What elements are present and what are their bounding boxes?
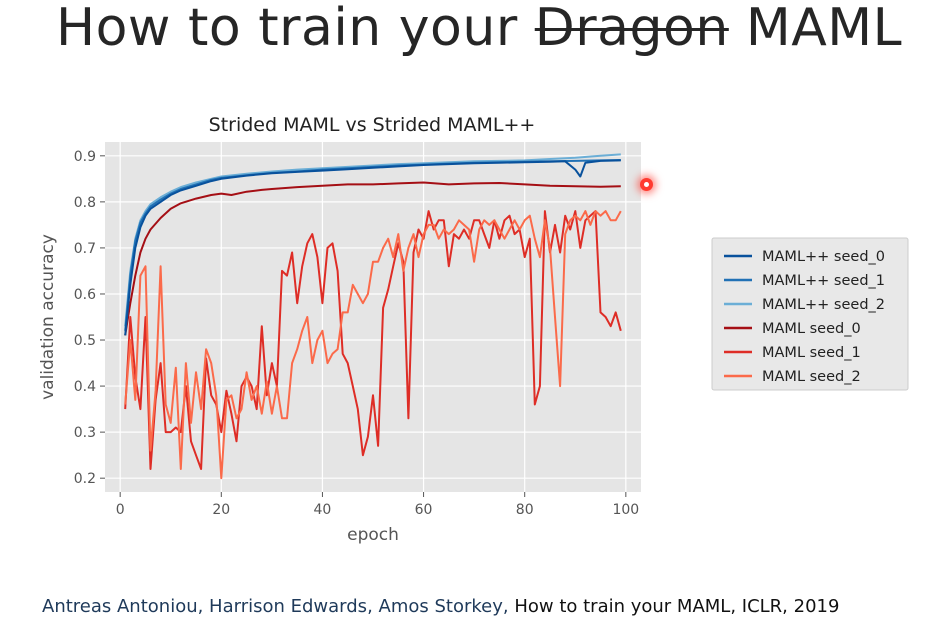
legend-label: MAML seed_0 bbox=[762, 321, 861, 337]
y-tick-label: 0.5 bbox=[74, 333, 96, 349]
x-tick-labels: 0 20 40 60 80 100 bbox=[116, 502, 639, 518]
legend-label: MAML seed_1 bbox=[762, 345, 861, 361]
grid-lines bbox=[100, 142, 641, 497]
y-tick-label: 0.9 bbox=[74, 149, 96, 165]
series-line-maml-seed-0 bbox=[124, 159, 621, 336]
series-line-maml-seed-1 bbox=[124, 210, 622, 470]
legend-box bbox=[711, 237, 909, 391]
x-axis-label: epoch bbox=[347, 525, 399, 545]
legend: MAML++ seed_0 MAML++ seed_1 MAML++ seed_2 M… bbox=[711, 237, 909, 391]
legend-label: MAML++ seed_0 bbox=[762, 249, 885, 265]
x-tick-label: 40 bbox=[314, 502, 332, 518]
title-part-after: MAML bbox=[745, 0, 903, 58]
y-tick-labels: 0.2 0.3 0.4 0.5 0.6 0.7 0.8 0.9 bbox=[74, 149, 96, 487]
legend-label: MAML seed_2 bbox=[762, 369, 861, 385]
x-tick-label: 0 bbox=[116, 502, 125, 518]
citation: Antreas Antoniou, Harrison Edwards, Amos… bbox=[42, 596, 839, 617]
x-tick-label: 80 bbox=[516, 502, 534, 518]
y-tick-label: 0.4 bbox=[74, 379, 96, 395]
citation-paper: How to train your MAML, ICLR, 2019 bbox=[514, 596, 840, 617]
x-tick-label: 100 bbox=[612, 502, 639, 518]
legend-label: MAML++ seed_1 bbox=[762, 273, 885, 289]
series-line-maml-seed-2 bbox=[124, 210, 622, 480]
y-tick-label: 0.3 bbox=[74, 425, 96, 441]
series-lines bbox=[124, 153, 622, 480]
x-tick-label: 20 bbox=[212, 502, 230, 518]
chart-title: Strided MAML vs Strided MAML++ bbox=[209, 114, 536, 136]
y-tick-label: 0.7 bbox=[74, 241, 96, 257]
citation-authors: Antreas Antoniou, Harrison Edwards, Amos… bbox=[42, 596, 509, 617]
series-line-maml-seed-0 bbox=[124, 181, 621, 336]
title-part-before: How to train your bbox=[56, 0, 518, 58]
laser-pointer-dot bbox=[640, 178, 653, 191]
series-line-maml-seed-2 bbox=[124, 153, 621, 327]
legend-label: MAML++ seed_2 bbox=[762, 297, 885, 313]
y-axis-label: validation accuracy bbox=[38, 234, 58, 400]
plot-area bbox=[105, 142, 641, 492]
y-tick-label: 0.2 bbox=[74, 471, 96, 487]
y-tick-label: 0.6 bbox=[74, 287, 96, 303]
x-tick-label: 60 bbox=[415, 502, 433, 518]
y-tick-label: 0.8 bbox=[74, 195, 96, 211]
legend-items: MAML++ seed_0 MAML++ seed_1 MAML++ seed_2 M… bbox=[724, 249, 885, 385]
slide-title: How to train your Dragon MAML bbox=[56, 0, 902, 58]
title-struck-word: Dragon bbox=[534, 0, 729, 58]
